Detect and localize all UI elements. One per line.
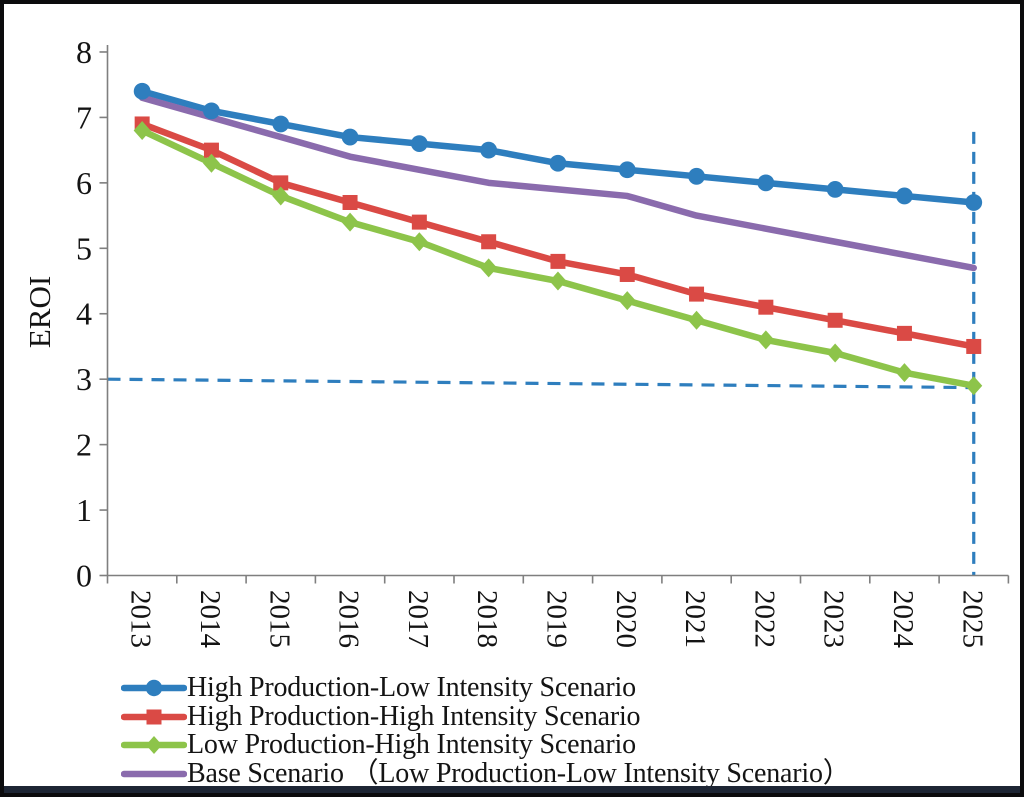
marker-circle [480,141,498,159]
marker-circle [688,167,705,185]
x-tick-label: 2014 [194,590,226,649]
marker-square [411,214,427,230]
x-tick-label: 2019 [540,590,572,648]
y-tick-label: 1 [76,492,92,528]
marker-square [689,286,705,302]
y-tick-label: 6 [76,165,92,201]
marker-diamond [480,258,498,278]
x-tick-label: 2013 [125,590,157,648]
legend-item: Low Production-High Intensity Scenario [121,731,851,760]
marker-circle [203,102,220,120]
marker-diamond [895,363,913,383]
legend-label: High Production-Low Intensity Scenario [187,672,636,704]
x-tick-label: 2020 [610,590,642,648]
y-axis-title: EROI [22,276,57,348]
legend-key-diamond [121,736,187,755]
legend-item: Base Scenario （Low Production-Low Intens… [121,760,851,789]
marker-square [827,312,843,328]
x-tick-label: 2015 [263,590,295,648]
legend-label: Low Production-High Intensity Scenario [187,729,636,761]
marker-square [342,194,358,210]
legend-label: High Production-High Intensity Scenario [187,700,641,732]
marker-circle [549,154,567,172]
chart-legend: High Production-Low Intensity Scenario Hi… [121,674,851,788]
marker-diamond [549,271,567,291]
marker-square [481,234,497,250]
x-tick-label: 2023 [818,590,850,648]
marker-circle [341,128,359,146]
x-tick-label: 2018 [471,590,503,648]
y-tick-label: 7 [76,99,92,135]
threshold-dashed-line [107,377,985,390]
y-tick-label: 3 [76,361,92,397]
marker-circle [133,82,151,100]
marker-diamond [757,330,775,350]
marker-square [619,266,635,282]
marker-circle [757,174,775,192]
x-tick-label: 2025 [956,590,988,648]
marker-square [896,325,912,341]
marker-square [273,175,289,191]
marker-diamond [965,376,983,396]
marker-square [550,253,566,269]
x-tick-label: 2016 [333,590,365,648]
legend-item: High Production-Low Intensity Scenario [121,674,851,703]
marker-square [966,338,982,354]
legend-key-square [121,709,187,725]
x-tick-label: 2022 [748,590,780,648]
eroi-line-chart: EROI 0 1 2 3 4 5 6 7 8 2013 2014 2015 2016 2017 2018 20… [22,34,1010,649]
marker-diamond [202,153,220,173]
marker-diamond [688,310,706,330]
y-tick-label: 5 [76,230,92,266]
y-tick-label: 2 [76,427,92,463]
legend-key-circle [121,680,187,697]
marker-circle [826,181,844,198]
marker-diamond [410,232,428,252]
marker-diamond [133,121,151,141]
marker-circle [965,194,983,211]
marker-circle [272,115,290,133]
marker-square [203,142,219,158]
legend-label: Base Scenario （Low Production-Low Intens… [187,758,851,790]
marker-circle [618,161,636,179]
x-tick-label: 2021 [679,590,711,648]
y-tick-label: 4 [76,296,92,332]
series-line-circle [138,87,977,206]
x-tick-label: 2024 [887,590,919,649]
marker-square [758,299,774,315]
series-line-none [138,94,977,272]
marker-circle [410,135,428,152]
marker-diamond [272,186,290,206]
x-tick-label: 2017 [402,590,434,648]
legend-key-line [121,770,187,778]
legend-item: High Production-High Intensity Scenario [121,700,851,732]
bottom-frame-band [4,786,1020,793]
marker-diamond [826,343,844,363]
marker-circle [896,187,913,205]
marker-diamond [618,291,636,311]
marker-diamond [341,212,359,232]
y-tick-label: 0 [76,558,92,594]
y-tick-label: 8 [76,34,92,70]
